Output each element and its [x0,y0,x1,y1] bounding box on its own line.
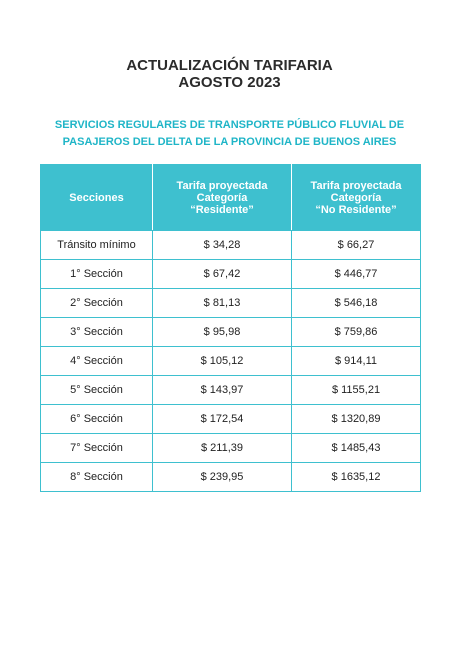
fare-cell: $ 759,86 [291,317,421,347]
table-row: 5° Sección $ 143,97 $ 1155,21 [40,375,421,405]
fare-cell: $ 95,98 [152,317,292,347]
section-cell: 5° Sección [40,375,153,405]
section-cell: 2° Sección [40,288,153,318]
table-row: 3° Sección $ 95,98 $ 759,86 [40,317,421,347]
fare-cell: $ 1155,21 [291,375,421,405]
fare-cell: $ 172,54 [152,404,292,434]
fare-cell: $ 914,11 [291,346,421,376]
fare-cell: $ 1320,89 [291,404,421,434]
fare-cell: $ 211,39 [152,433,292,463]
section-cell: 4° Sección [40,346,153,376]
table-row: Tránsito mínimo $ 34,28 $ 66,27 [40,230,421,260]
fare-cell: $ 67,42 [152,259,292,289]
fare-cell: $ 239,95 [152,462,292,492]
fare-cell: $ 1485,43 [291,433,421,463]
table-row: 1° Sección $ 67,42 $ 446,77 [40,259,421,289]
section-cell: 7° Sección [40,433,153,463]
table-row: 8° Sección $ 239,95 $ 1635,12 [40,462,421,492]
table-row: 6° Sección $ 172,54 $ 1320,89 [40,404,421,434]
column-header: Secciones [40,164,153,231]
table-row: 4° Sección $ 105,12 $ 914,11 [40,346,421,376]
fare-cell: $ 66,27 [291,230,421,260]
subtitle: SERVICIOS REGULARES DE TRANSPORTE PÚBLIC… [0,117,459,151]
table-body: Tránsito mínimo $ 34,28 $ 66,27 1° Sección $… [40,230,421,492]
fare-cell: $ 143,97 [152,375,292,405]
column-header-line: Tarifa proyectada [310,179,402,192]
section-cell: 8° Sección [40,462,153,492]
section-cell: 3° Sección [40,317,153,347]
column-header: Tarifa proyectada Categoría “Residente” [152,164,292,231]
fare-table: Secciones Tarifa proyectada Categoría “Resi… [40,164,421,492]
column-header: Tarifa proyectada Categoría “No Residente” [291,164,421,231]
table-row: 2° Sección $ 81,13 $ 546,18 [40,288,421,318]
table-row: 7° Sección $ 211,39 $ 1485,43 [40,433,421,463]
section-cell: 1° Sección [40,259,153,289]
subtitle-line: SERVICIOS REGULARES DE TRANSPORTE PÚBLIC… [54,119,405,131]
fare-cell: $ 1635,12 [291,462,421,492]
column-header-line: Categoría [196,191,248,204]
section-cell: 6° Sección [40,404,153,434]
subtitle-line: PASAJEROS DEL DELTA DE LA PROVINCIA DE B… [62,136,397,148]
title-line: AGOSTO 2023 [178,74,281,91]
title: ACTUALIZACIÓN TARIFARIA AGOSTO 2023 [0,57,459,91]
section-cell: Tránsito mínimo [40,230,153,260]
table-header: Secciones Tarifa proyectada Categoría “Resi… [40,164,421,231]
column-header-line: Tarifa proyectada [176,179,268,192]
column-header-line: “No Residente” [315,203,397,216]
column-header-line: Categoría [330,191,382,204]
fare-cell: $ 34,28 [152,230,292,260]
column-header-line: Secciones [69,191,124,204]
fare-cell: $ 446,77 [291,259,421,289]
fare-cell: $ 546,18 [291,288,421,318]
column-header-line: “Residente” [190,203,254,216]
fare-cell: $ 105,12 [152,346,292,376]
fare-cell: $ 81,13 [152,288,292,318]
title-line: ACTUALIZACIÓN TARIFARIA [126,57,333,74]
